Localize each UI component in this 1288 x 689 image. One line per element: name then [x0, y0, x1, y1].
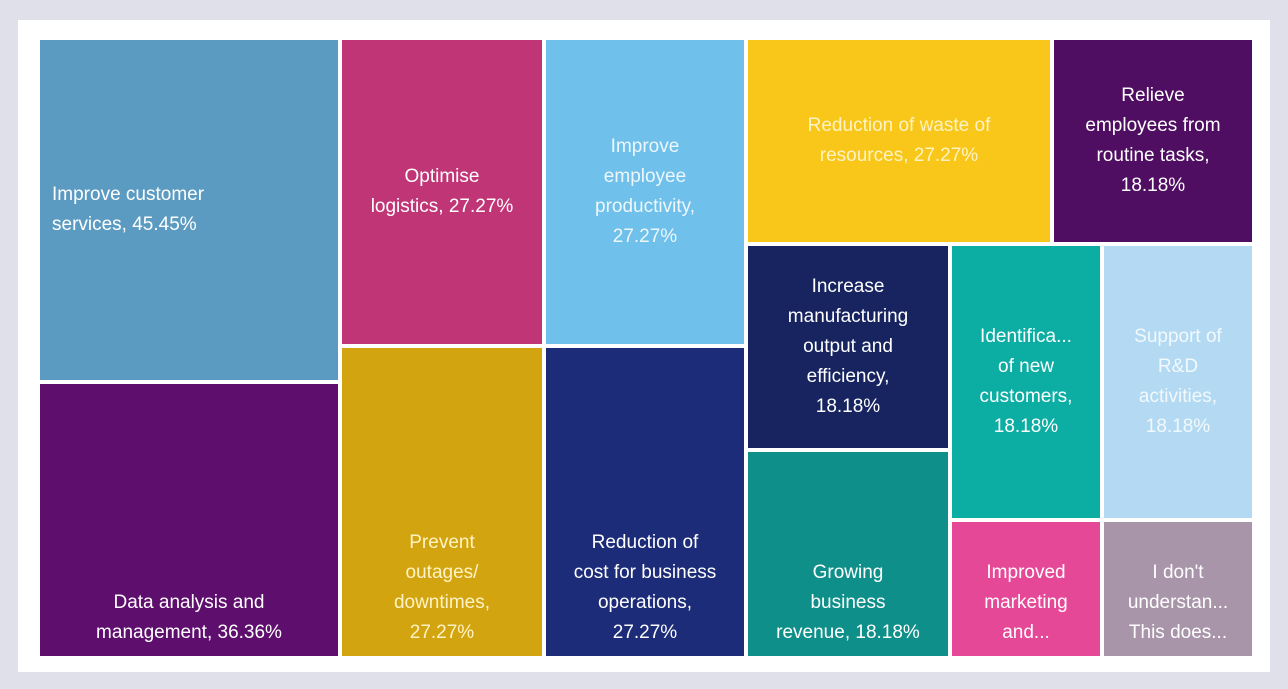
treemap-tile-3: Optimise logistics, 27.27%	[342, 40, 542, 344]
treemap-tile-13: Improved marketing and...	[952, 522, 1100, 656]
treemap-tile-14: I don't understan... This does...	[1104, 522, 1252, 656]
treemap-tile-label: Improve employee productivity, 27.27%	[595, 136, 695, 247]
treemap-tile-label: Relieve employees from routine tasks, 18.18…	[1085, 85, 1221, 196]
treemap-tile-7: Reduction of waste of resources, 27.27%	[748, 40, 1050, 242]
treemap-tile-label: Identifica... of new customers, 18.18%	[979, 326, 1073, 437]
treemap-tile-label: Improve customer services, 45.45%	[52, 184, 205, 235]
treemap-tile-label: Optimise logistics, 27.27%	[370, 166, 514, 217]
treemap-tile-label: I don't understan... This does...	[1127, 562, 1229, 643]
treemap-tile-11: Identifica... of new customers, 18.18%	[952, 246, 1100, 518]
treemap-tile-2: Data analysis and management, 36.36%	[40, 384, 338, 656]
treemap-tile-label: Support of R&D activities, 18.18%	[1134, 326, 1222, 437]
treemap-tile-4: Prevent outages/downtimes, 27.27%	[342, 348, 542, 656]
treemap-tile-1: Improve customer services, 45.45%	[40, 40, 338, 380]
treemap-tile-label: Growing business revenue, 18.18%	[776, 562, 920, 643]
treemap-tile-8: Relieve employees from routine tasks, 18.18…	[1054, 40, 1252, 242]
treemap-tile-9: Increase manufacturing output and efficienc…	[748, 246, 948, 448]
treemap-tile-label: Improved marketing and...	[984, 562, 1068, 643]
treemap-tile-label: Data analysis and management, 36.36%	[96, 592, 282, 643]
treemap-tile-5: Improve employee productivity, 27.27%	[546, 40, 744, 344]
treemap-tile-label: Increase manufacturing output and efficienc…	[787, 276, 909, 417]
treemap-tile-label: Reduction of waste of resources, 27.27%	[807, 115, 991, 166]
treemap-tile-10: Growing business revenue, 18.18%	[748, 452, 948, 656]
treemap-tile-label: Reduction of cost for business operations,…	[573, 532, 717, 643]
treemap-tile-6: Reduction of cost for business operations,…	[546, 348, 744, 656]
treemap-tile-label: Prevent outages/downtimes, 27.27%	[393, 532, 491, 643]
treemap-tile-12: Support of R&D activities, 18.18%	[1104, 246, 1252, 518]
